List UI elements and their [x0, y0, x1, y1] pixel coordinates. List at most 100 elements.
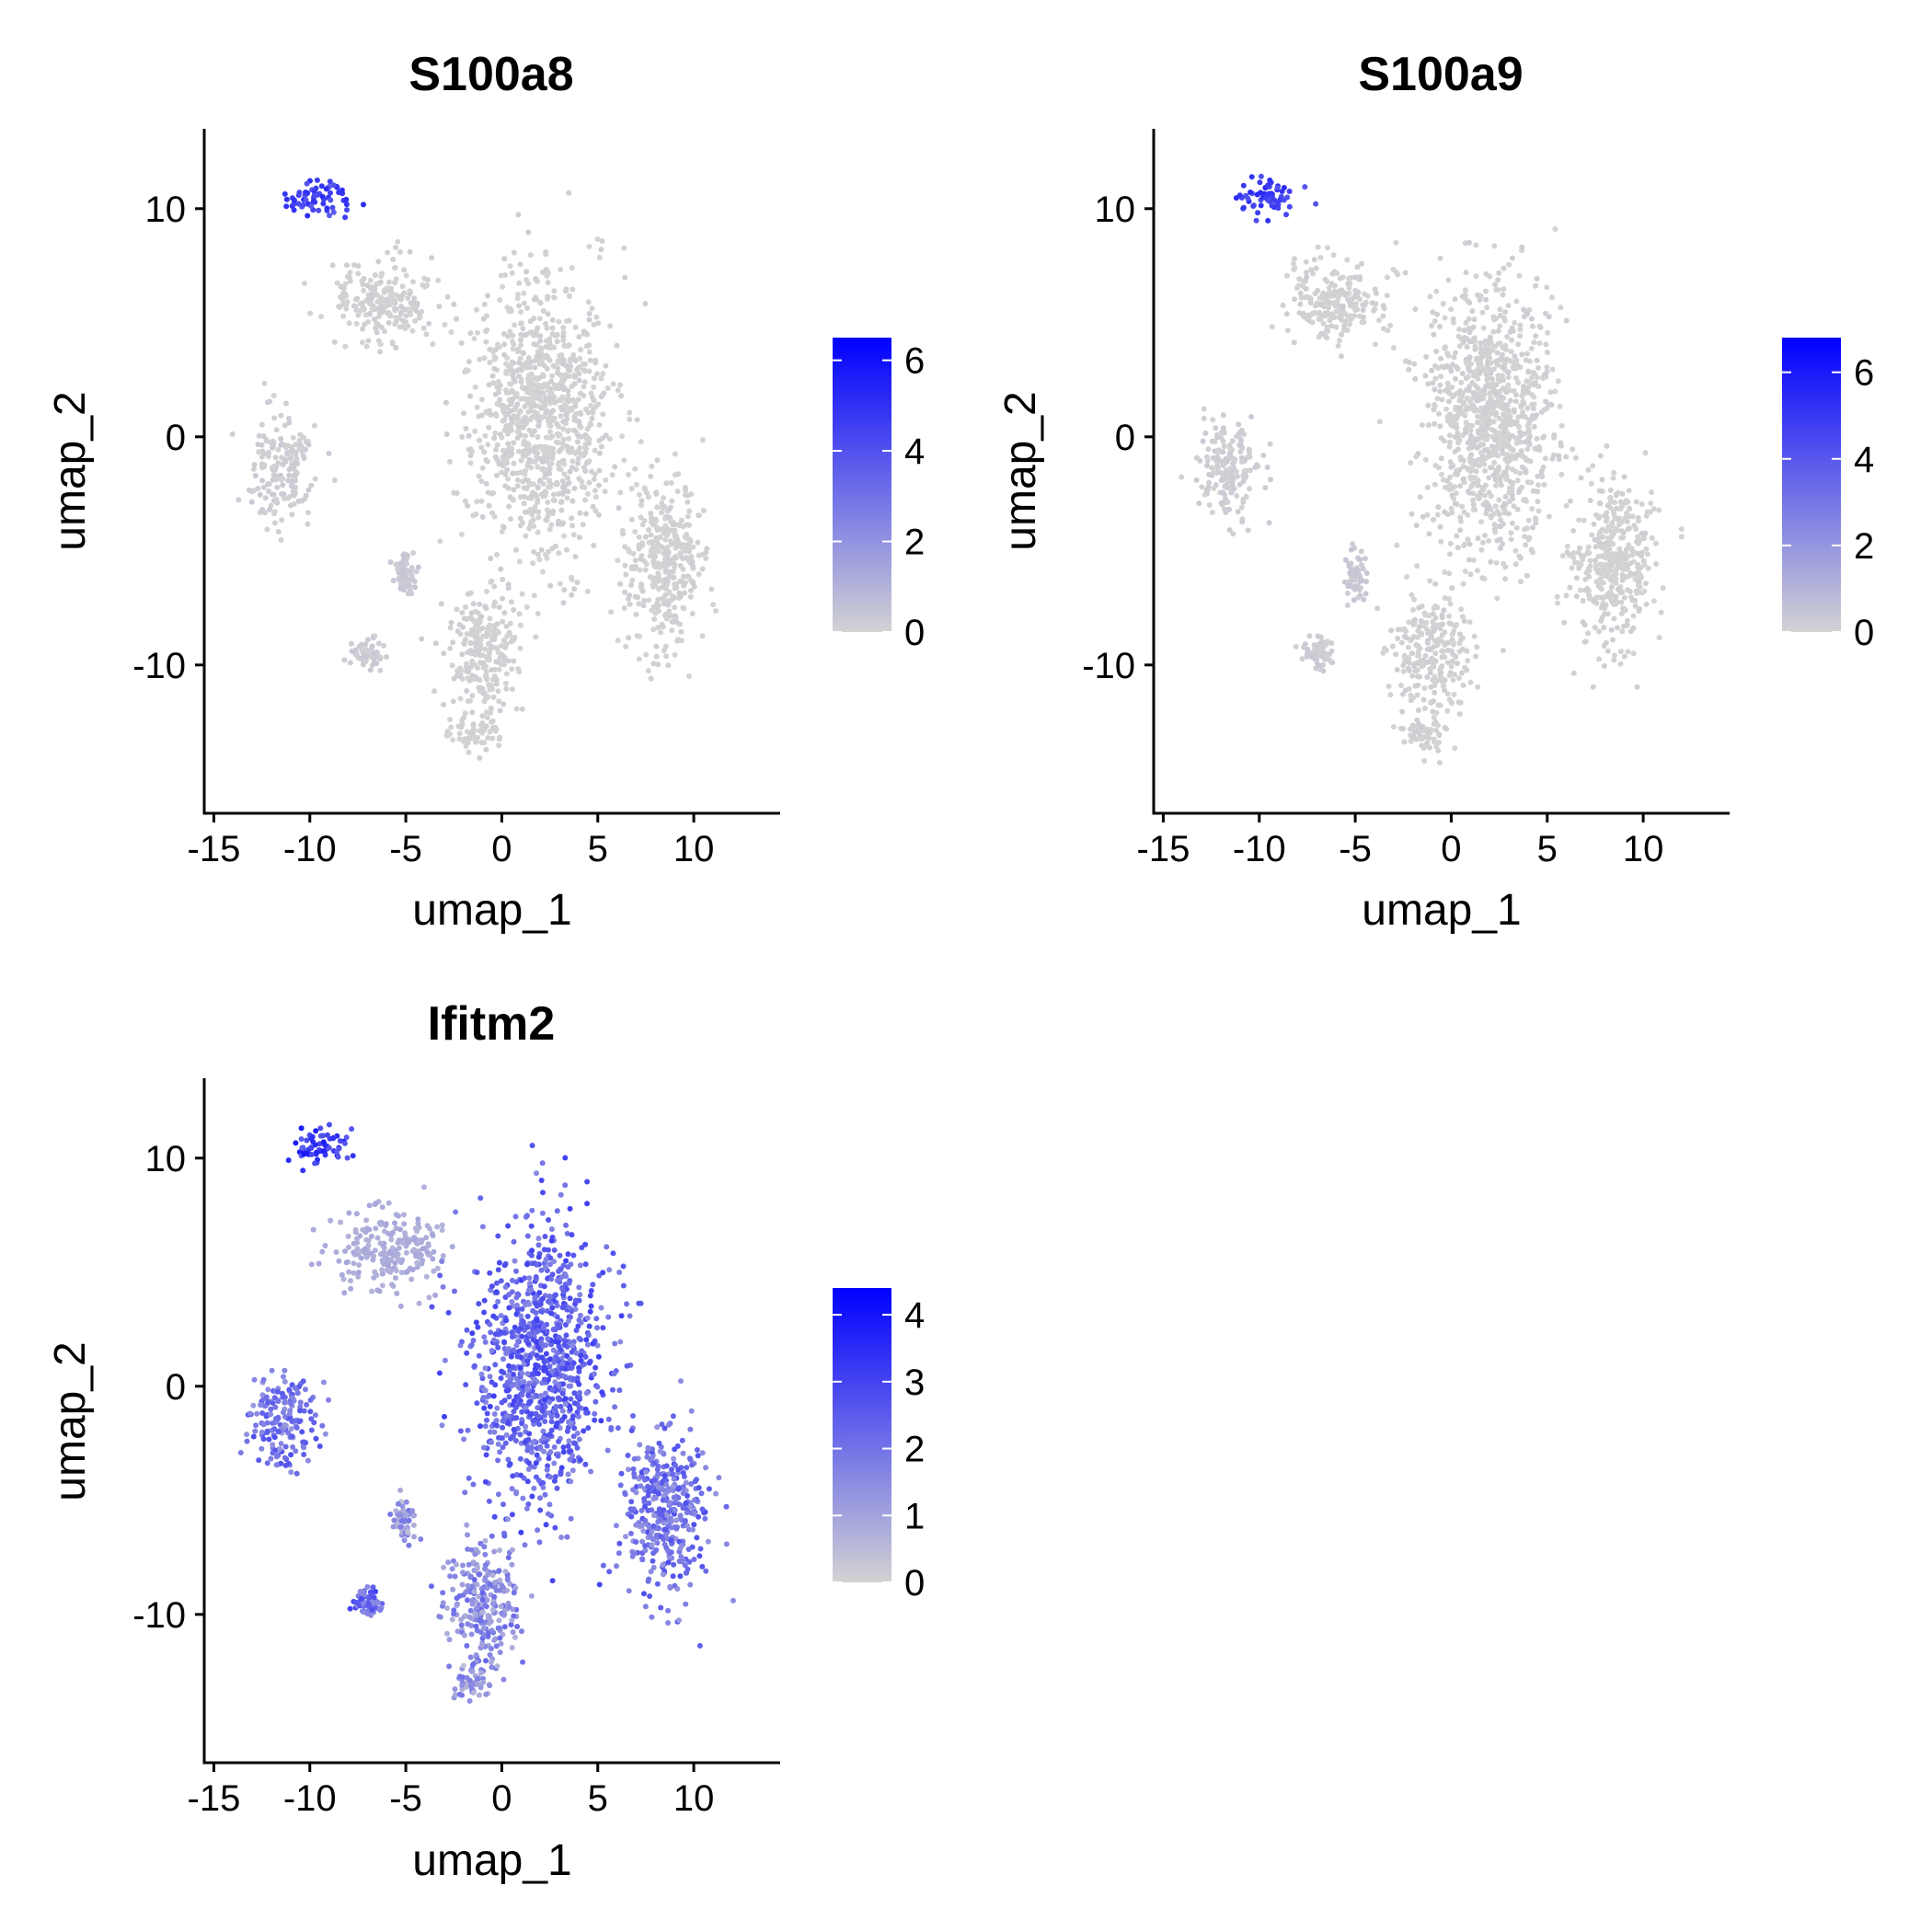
data-point [1614, 527, 1620, 534]
data-point [648, 473, 654, 479]
data-point [1360, 302, 1366, 308]
data-point [588, 390, 594, 397]
data-point [1461, 509, 1467, 515]
data-point [1639, 590, 1645, 596]
data-point [598, 443, 604, 450]
data-point [1307, 296, 1314, 303]
data-point [286, 415, 293, 421]
data-point [1312, 303, 1318, 309]
data-point [264, 526, 270, 533]
data-point [1585, 544, 1592, 550]
data-point [1466, 541, 1473, 547]
data-point [1486, 475, 1492, 481]
data-point [617, 382, 624, 388]
data-point [1489, 448, 1496, 454]
data-point [1313, 265, 1319, 271]
data-point [1324, 278, 1330, 284]
data-point [415, 1260, 421, 1267]
data-point [259, 421, 265, 428]
data-point [1460, 464, 1466, 470]
data-point [1642, 450, 1649, 456]
data-point [1608, 529, 1615, 535]
data-point [1213, 482, 1219, 489]
data-point [415, 1220, 421, 1226]
data-point [1636, 518, 1641, 524]
data-point [1452, 500, 1458, 507]
data-point [492, 454, 499, 460]
data-point [403, 1269, 409, 1275]
data-point [305, 1457, 311, 1464]
data-point [295, 498, 302, 504]
data-point [275, 1429, 282, 1435]
data-point [1517, 333, 1524, 339]
data-point [373, 325, 379, 331]
data-point [487, 729, 493, 735]
data-point [1433, 288, 1440, 294]
data-point [1264, 465, 1271, 470]
data-point [549, 511, 556, 516]
data-point [1473, 242, 1479, 248]
data-point [1453, 375, 1459, 382]
data-point [322, 1152, 328, 1158]
data-point [1460, 682, 1466, 688]
data-point [1653, 560, 1660, 567]
data-point [450, 698, 456, 705]
legend-colorbar [1782, 338, 1841, 632]
data-point [546, 345, 553, 351]
data-point [1647, 509, 1653, 515]
data-point [467, 730, 474, 736]
data-point [1491, 459, 1498, 466]
data-point [467, 393, 474, 399]
data-point [558, 507, 565, 513]
data-point [549, 316, 556, 323]
legend-tick-label: 2 [904, 523, 925, 563]
data-point [1258, 202, 1264, 209]
data-point [1573, 593, 1580, 600]
data-point [627, 416, 633, 422]
data-point [278, 1441, 284, 1447]
data-point [389, 1245, 396, 1251]
data-point [556, 490, 562, 497]
data-point [683, 487, 689, 493]
data-point [1318, 330, 1325, 337]
data-point [1492, 482, 1499, 489]
data-point [1450, 316, 1456, 322]
data-point [541, 443, 546, 450]
panel-title: Ifitm2 [428, 997, 556, 1051]
data-point [1248, 190, 1253, 195]
data-point [479, 713, 486, 719]
data-point [696, 571, 702, 578]
data-point [530, 560, 536, 567]
data-point [1403, 628, 1409, 635]
data-point [513, 546, 519, 553]
data-point [1500, 292, 1506, 298]
data-point [678, 638, 684, 644]
data-point [514, 414, 521, 420]
data-point [1483, 270, 1489, 277]
data-point [1281, 197, 1287, 203]
data-point [380, 1249, 386, 1256]
data-point [458, 724, 465, 730]
data-point [502, 471, 509, 477]
data-point [390, 578, 397, 583]
data-point [530, 481, 536, 488]
data-point [369, 1288, 375, 1294]
data-point [1400, 662, 1407, 669]
data-point [1452, 433, 1458, 440]
data-point [1477, 371, 1483, 376]
data-point [554, 339, 560, 345]
data-point [543, 434, 549, 441]
data-point [345, 1233, 351, 1239]
data-point [254, 1410, 260, 1417]
data-point [1310, 270, 1317, 277]
data-point [1629, 597, 1636, 604]
data-point [548, 522, 555, 528]
data-point [1466, 355, 1472, 362]
data-point [599, 238, 605, 244]
data-point [477, 755, 483, 761]
data-point [592, 508, 599, 514]
data-point [336, 304, 342, 310]
data-point [1512, 547, 1519, 554]
data-point [1650, 598, 1657, 604]
data-point [507, 620, 513, 627]
